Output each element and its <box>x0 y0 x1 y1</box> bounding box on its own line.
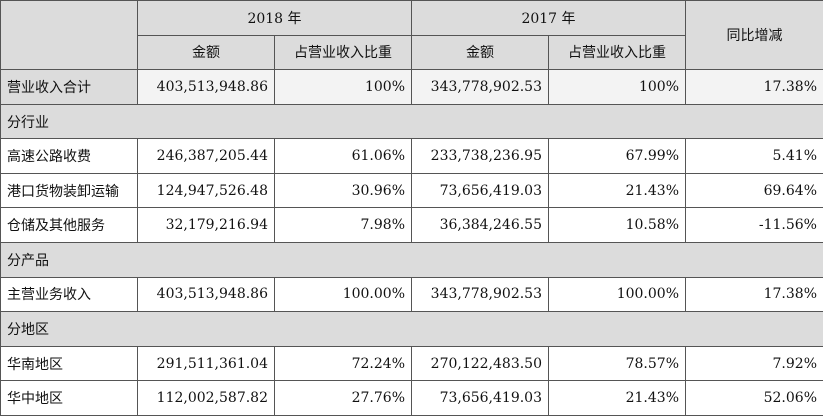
yoy-change: 5.41% <box>685 138 823 174</box>
amount-2018: 32,179,216.94 <box>137 207 275 244</box>
header-yoy: 同比增减 <box>685 0 823 71</box>
amount-2017: 270,122,483.50 <box>411 345 549 382</box>
amount-2018: 291,511,361.04 <box>137 345 275 382</box>
section-row-region: 分地区 <box>0 311 823 347</box>
amount-2017: 233,738,236.95 <box>411 138 549 174</box>
yoy-change: 7.92% <box>685 345 823 382</box>
ratio-2018: 30.96% <box>274 172 412 209</box>
amount-2017: 343,778,902.53 <box>411 69 549 105</box>
table-row: 仓储及其他服务 32,179,216.94 7.98% 36,384,246.5… <box>0 207 823 244</box>
ratio-2018: 7.98% <box>274 207 412 244</box>
amount-2018: 246,387,205.44 <box>137 138 275 174</box>
ratio-2017: 67.99% <box>548 138 686 174</box>
amount-2017: 36,384,246.55 <box>411 207 549 244</box>
ratio-2018: 100.00% <box>274 276 412 313</box>
table-row: 高速公路收费 246,387,205.44 61.06% 233,738,236… <box>0 138 823 174</box>
header-amount-2018: 金额 <box>137 34 275 71</box>
row-label: 高速公路收费 <box>0 138 138 174</box>
header-row-columns: 金额 占营业收入比重 金额 占营业收入比重 <box>1 34 823 71</box>
section-row-product: 分产品 <box>0 242 823 278</box>
ratio-2017: 78.57% <box>548 345 686 382</box>
row-label: 仓储及其他服务 <box>0 207 138 244</box>
table-row: 华南地区 291,511,361.04 72.24% 270,122,483.5… <box>0 345 823 382</box>
total-row: 营业收入合计 403,513,948.86 100% 343,778,902.5… <box>0 69 823 105</box>
header-row-years: 2018 年 2017 年 同比增减 <box>0 0 823 71</box>
header-ratio-2018: 占营业收入比重 <box>274 34 412 71</box>
amount-2018: 403,513,948.86 <box>137 276 275 313</box>
ratio-2017: 10.58% <box>548 207 686 244</box>
ratio-2017: 100% <box>548 69 686 105</box>
row-label: 营业收入合计 <box>0 69 138 105</box>
yoy-change: 17.38% <box>685 69 823 105</box>
header-corner-cell <box>0 0 138 71</box>
section-title: 分行业 <box>0 103 823 140</box>
yoy-change: 17.38% <box>685 276 823 313</box>
section-title: 分产品 <box>0 242 823 278</box>
table-row: 港口货物装卸运输 124,947,526.48 30.96% 73,656,41… <box>0 172 823 209</box>
yoy-change: 52.06% <box>685 380 823 416</box>
yoy-change: -11.56% <box>685 207 823 244</box>
amount-2018: 124,947,526.48 <box>137 172 275 209</box>
table-row: 主营业务收入 403,513,948.86 100.00% 343,778,90… <box>0 276 823 313</box>
section-row-industry: 分行业 <box>0 103 823 140</box>
ratio-2018: 27.76% <box>274 380 412 416</box>
ratio-2017: 100.00% <box>548 276 686 313</box>
row-label: 港口货物装卸运输 <box>0 172 138 209</box>
table-row: 华中地区 112,002,587.82 27.76% 73,656,419.03… <box>0 380 823 416</box>
amount-2017: 73,656,419.03 <box>411 380 549 416</box>
header-year-2017: 2017 年 <box>411 0 686 36</box>
amount-2017: 73,656,419.03 <box>411 172 549 209</box>
amount-2018: 112,002,587.82 <box>137 380 275 416</box>
row-label: 华南地区 <box>0 345 138 382</box>
header-ratio-2017: 占营业收入比重 <box>548 34 686 71</box>
yoy-change: 69.64% <box>685 172 823 209</box>
ratio-2018: 61.06% <box>274 138 412 174</box>
amount-2017: 343,778,902.53 <box>411 276 549 313</box>
section-title: 分地区 <box>0 311 823 347</box>
row-label: 主营业务收入 <box>0 276 138 313</box>
header-year-2018: 2018 年 <box>137 0 412 36</box>
header-amount-2017: 金额 <box>411 34 549 71</box>
ratio-2018: 100% <box>274 69 412 105</box>
ratio-2018: 72.24% <box>274 345 412 382</box>
ratio-2017: 21.43% <box>548 380 686 416</box>
row-label: 华中地区 <box>0 380 138 416</box>
amount-2018: 403,513,948.86 <box>137 69 275 105</box>
ratio-2017: 21.43% <box>548 172 686 209</box>
